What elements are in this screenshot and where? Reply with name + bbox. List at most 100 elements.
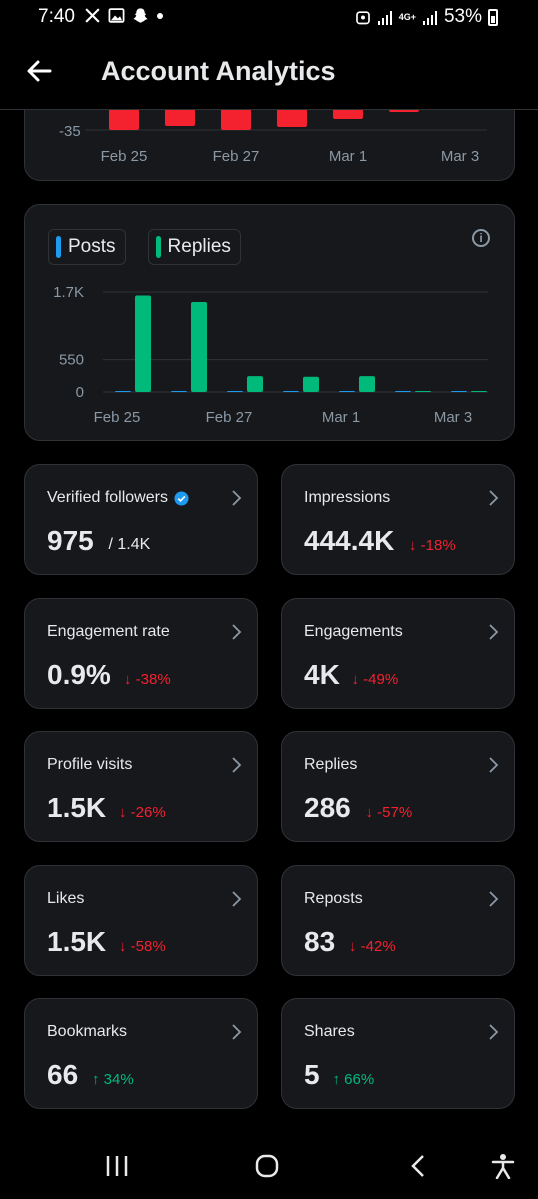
stat-change: ↓ -18% — [409, 537, 456, 554]
arrow-down-icon: ↓ — [124, 671, 136, 688]
bar-replies-2 — [247, 376, 263, 392]
legend-posts[interactable]: Posts — [48, 229, 126, 265]
top-chart: -35 Feb 25 Feb 27 Mar 1 Mar 3 — [59, 100, 487, 165]
bar-posts-2 — [227, 391, 243, 392]
bar-posts-5 — [395, 391, 411, 392]
chevron-right-icon — [232, 624, 242, 640]
snapchat-icon — [133, 8, 148, 23]
y-tick-label: 1.7K — [53, 284, 84, 301]
status-right: 4G+ 53% — [355, 6, 498, 28]
back-arrow-icon[interactable] — [24, 56, 54, 86]
top-x-tick-1: Feb 25 — [101, 148, 148, 165]
stat-change-value: -57% — [377, 804, 413, 821]
stat-card-likes[interactable]: Likes 1.5K ↓ -58% — [24, 865, 258, 976]
chevron-right-icon — [232, 891, 242, 907]
stat-change: ↑ 34% — [92, 1071, 134, 1088]
chevron-right-icon — [232, 1024, 242, 1040]
gallery-icon — [108, 8, 125, 23]
replies-swatch — [155, 236, 161, 258]
stat-card-impressions[interactable]: Impressions 444.4K ↓ -18% — [281, 464, 515, 575]
bar-replies-1 — [191, 302, 207, 392]
stat-card-engagement-rate[interactable]: Engagement rate 0.9% ↓ -38% — [24, 598, 258, 709]
chevron-right-icon — [489, 757, 499, 773]
bar-replies-4 — [359, 376, 375, 392]
arrow-down-icon: ↓ — [119, 804, 131, 821]
bar-posts-1 — [171, 391, 187, 392]
arrow-down-icon: ↓ — [119, 938, 131, 955]
recent-apps-icon[interactable] — [104, 1153, 130, 1179]
stat-suffix: / 1.4K — [108, 536, 151, 553]
stat-label: Engagements — [304, 623, 403, 641]
stat-value: 1.5K — [47, 792, 107, 823]
arrow-down-icon: ↓ — [409, 537, 421, 554]
bar-posts-0 — [115, 391, 131, 392]
status-time: 7:40 — [38, 6, 75, 27]
y-tick-label: 550 — [59, 352, 84, 369]
stat-label-text: Likes — [47, 890, 85, 907]
verified-badge-icon — [174, 490, 189, 506]
stat-label: Profile visits — [47, 756, 132, 774]
legend-replies[interactable]: Replies — [147, 229, 241, 265]
signal-icon — [377, 10, 392, 25]
arrow-down-icon: ↓ — [365, 804, 378, 821]
chart-legend: Posts Replies — [48, 229, 241, 265]
stat-change: ↓ -58% — [119, 938, 166, 955]
stat-change: ↓ -49% — [352, 671, 399, 688]
arrow-up-icon: ↑ — [332, 1071, 345, 1088]
nav-back-icon[interactable] — [406, 1153, 432, 1179]
arrow-down-icon: ↓ — [351, 671, 364, 688]
chevron-right-icon — [232, 757, 242, 773]
posts-swatch — [56, 236, 61, 258]
stat-card-shares[interactable]: Shares 5 ↑ 66% — [281, 998, 515, 1109]
stat-value: 975 — [47, 525, 94, 556]
info-icon[interactable]: i — [472, 229, 490, 247]
posts-replies-chart: 1.7K 550 0 Feb 25 Feb 27 Mar 1 Mar 3 — [53, 284, 488, 426]
accessibility-icon[interactable] — [490, 1153, 516, 1179]
stat-value: 286 — [304, 792, 351, 823]
stat-card-bookmarks[interactable]: Bookmarks 66 ↑ 34% — [24, 998, 258, 1109]
app-header: Account Analytics — [0, 34, 538, 110]
stat-change-value: -49% — [363, 671, 399, 688]
stat-change-value: -58% — [130, 938, 166, 955]
stat-change-value: -38% — [135, 671, 171, 688]
stat-label: Shares — [304, 1023, 355, 1041]
stat-label-text: Bookmarks — [47, 1023, 128, 1040]
top-chart-card: -35 Feb 25 Feb 27 Mar 1 Mar 3 — [24, 100, 515, 181]
stat-label-text: Verified followers — [47, 489, 168, 506]
chevron-right-icon — [489, 490, 499, 506]
stat-value: 1.5K — [47, 926, 107, 957]
stat-card-reposts[interactable]: Reposts 83 ↓ -42% — [281, 865, 515, 976]
chevron-right-icon — [489, 1024, 499, 1040]
arrow-down-icon: ↓ — [349, 938, 361, 955]
dot-icon — [157, 12, 163, 19]
stat-change-value: 34% — [103, 1071, 134, 1088]
bar-replies-3 — [303, 376, 319, 392]
stat-change-value: -18% — [420, 537, 456, 554]
alarm-icon — [355, 10, 370, 24]
stat-label: Replies — [304, 756, 357, 774]
stat-label: Impressions — [304, 489, 390, 507]
stat-card-profile-visits[interactable]: Profile visits 1.5K ↓ -26% — [24, 731, 258, 842]
bar-replies-0 — [135, 295, 151, 392]
battery-percent: 53% — [443, 6, 482, 27]
stat-label: Bookmarks — [47, 1023, 127, 1041]
stat-value: 5 — [304, 1059, 320, 1090]
android-nav-bar — [0, 1135, 538, 1199]
bar-posts-6 — [451, 391, 467, 392]
stat-value: 83 — [304, 926, 336, 957]
x-tick-label: Feb 25 — [94, 409, 141, 426]
stat-card-replies[interactable]: Replies 286 ↓ -57% — [281, 731, 515, 842]
stat-change: ↓ -38% — [124, 671, 171, 688]
home-icon[interactable] — [254, 1153, 280, 1179]
stat-label: Likes — [47, 890, 84, 908]
stat-change: ↑ 66% — [333, 1071, 375, 1088]
stat-card-engagements[interactable]: Engagements 4K ↓ -49% — [281, 598, 515, 709]
stat-label-text: Replies — [304, 756, 358, 773]
chevron-right-icon — [232, 490, 242, 506]
legend-replies-label: Replies — [167, 236, 231, 257]
stat-card-verified-followers[interactable]: Verified followers 975 / 1.4K — [24, 464, 258, 575]
status-bar: 7:40 4G+ 53% — [0, 0, 538, 34]
chevron-right-icon — [489, 891, 499, 907]
bar-posts-3 — [283, 391, 299, 392]
stat-label: Engagement rate — [47, 623, 170, 641]
